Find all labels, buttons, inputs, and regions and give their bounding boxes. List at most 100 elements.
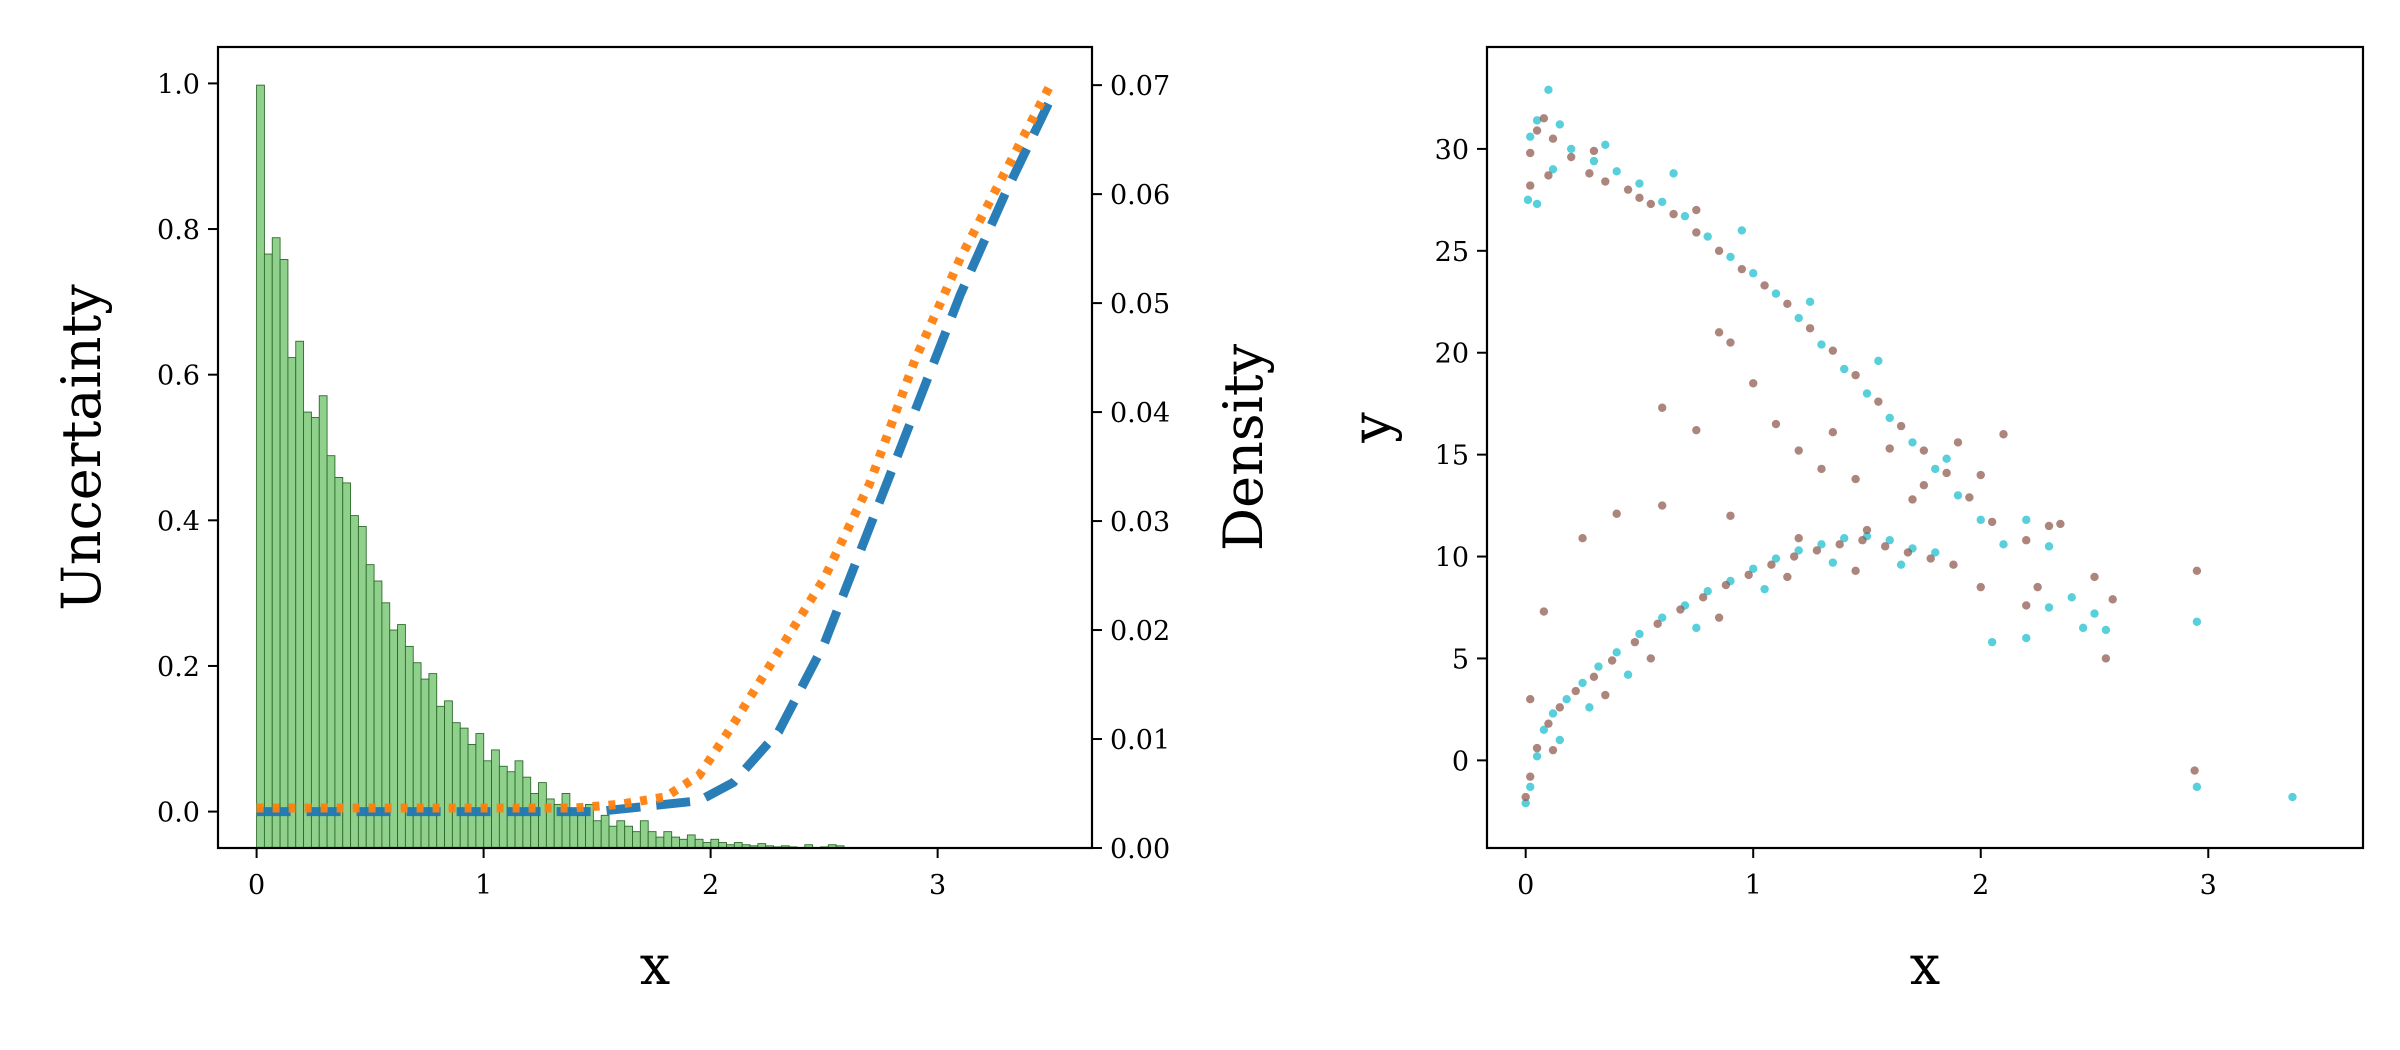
scatter-point	[1965, 493, 1974, 502]
histogram-bar	[444, 700, 453, 849]
y-tick-label: 0.2	[157, 652, 200, 683]
scatter-point	[1714, 613, 1724, 622]
scatter-point	[1840, 364, 1849, 374]
x-tick-label: 1	[475, 870, 492, 901]
scatter-point	[1571, 686, 1580, 696]
scatter-point	[1783, 299, 1792, 309]
histogram-bar	[632, 831, 641, 849]
scatter-point	[1760, 584, 1769, 594]
scatter-point	[1851, 474, 1860, 484]
scatter-point	[1896, 421, 1906, 431]
scatter-point	[1771, 289, 1781, 298]
scatter-point	[2192, 782, 2202, 792]
histogram-bar	[256, 84, 265, 849]
scatter-point	[1896, 560, 1906, 569]
histogram-bar	[357, 526, 367, 849]
y2-axis-label: Density	[1212, 343, 1275, 551]
scatter-point	[2101, 625, 2111, 635]
scatter-point	[1737, 264, 1747, 274]
scatter-point	[1635, 179, 1644, 188]
right-plot-frame	[1485, 45, 2365, 850]
scatter-point	[1737, 226, 1747, 235]
scatter-point	[1851, 566, 1860, 576]
scatter-point	[2022, 601, 2031, 610]
scatter-point	[2192, 617, 2202, 626]
scatter-point	[1562, 695, 1571, 704]
scatter-point	[1548, 745, 1558, 755]
scatter-point	[1817, 540, 1826, 549]
scatter-point	[1840, 533, 1849, 543]
y2-tick-label: 0.05	[1110, 289, 1170, 320]
histogram-bar	[428, 673, 438, 849]
scatter-point	[1828, 346, 1838, 355]
scatter-point	[1976, 582, 1985, 592]
scatter-point	[1526, 132, 1535, 141]
scatter-point	[1544, 85, 1553, 95]
scatter-point	[2108, 595, 2117, 604]
scatter-point	[1698, 593, 1708, 602]
scatter-point	[1760, 281, 1769, 290]
left-plot-frame	[216, 45, 1094, 850]
y-axis-label: y	[1340, 412, 1403, 444]
scatter-point	[1835, 540, 1844, 549]
scatter-point	[1601, 690, 1610, 700]
scatter-point	[1862, 389, 1872, 398]
histogram-bar	[600, 814, 610, 849]
y-tick-label: 20	[1435, 339, 1469, 370]
scatter-point	[1794, 533, 1803, 543]
histogram-bar	[624, 825, 633, 849]
scatter-point	[1544, 719, 1553, 728]
scatter-point	[2288, 792, 2297, 802]
left-chart-panel: 0 1 2 3 0.0 0.2 0.4 0.6 0.8 1.0 0.00 0.01 0.02 0.03 0.…	[50, 45, 1275, 997]
scatter-point	[1874, 397, 1883, 406]
x-tick-label: 3	[929, 870, 946, 901]
histogram-bar	[404, 645, 414, 849]
scatter-point	[2044, 603, 2054, 612]
cyan-scatter-series	[1521, 85, 2297, 808]
histogram-bar	[459, 727, 469, 849]
histogram-bar	[318, 395, 328, 849]
y2-tick-label: 0.04	[1110, 398, 1170, 429]
scatter-point	[1767, 560, 1776, 569]
scatter-point	[1585, 169, 1594, 178]
y-tick-label: 1.0	[157, 69, 200, 100]
histogram-bar	[342, 482, 352, 849]
y2-tick-label: 0.00	[1110, 834, 1170, 865]
scatter-point	[2044, 521, 2054, 531]
scatter-point	[1658, 501, 1667, 510]
scatter-point	[1714, 328, 1724, 337]
histogram-bar	[451, 722, 461, 849]
histogram-bar	[412, 662, 422, 849]
scatter-point	[1987, 637, 1997, 647]
scatter-point	[1749, 269, 1758, 278]
histogram-bar	[608, 825, 618, 849]
scatter-point	[1862, 525, 1872, 535]
scatter-point	[1908, 438, 1917, 447]
scatter-point	[1794, 446, 1803, 455]
scatter-point	[1526, 181, 1535, 190]
x-axis-label: x	[1910, 934, 1940, 997]
histogram-bar	[287, 357, 297, 849]
scatter-point	[1601, 140, 1610, 150]
x-tick-label: 2	[702, 870, 719, 901]
scatter-point	[1555, 703, 1565, 712]
histogram-bar	[326, 455, 336, 849]
scatter-point	[1526, 782, 1535, 792]
scatter-point	[1578, 533, 1587, 543]
scatter-point	[1794, 313, 1803, 323]
histogram-bar	[397, 624, 406, 849]
scatter-point	[1949, 560, 1958, 569]
histogram-bar	[616, 820, 626, 849]
histogram-bar	[271, 237, 281, 849]
scatter-point	[1908, 495, 1917, 504]
scatter-point	[1885, 444, 1894, 453]
scatter-point	[1903, 548, 1913, 557]
scatter-point	[1692, 205, 1701, 215]
scatter-point	[1721, 580, 1731, 590]
histogram-bar	[334, 477, 344, 849]
y-tick-label: 10	[1435, 543, 1469, 574]
scatter-point	[1805, 297, 1815, 306]
y2-tick-label: 0.02	[1110, 616, 1170, 647]
histogram-bar	[303, 411, 312, 849]
